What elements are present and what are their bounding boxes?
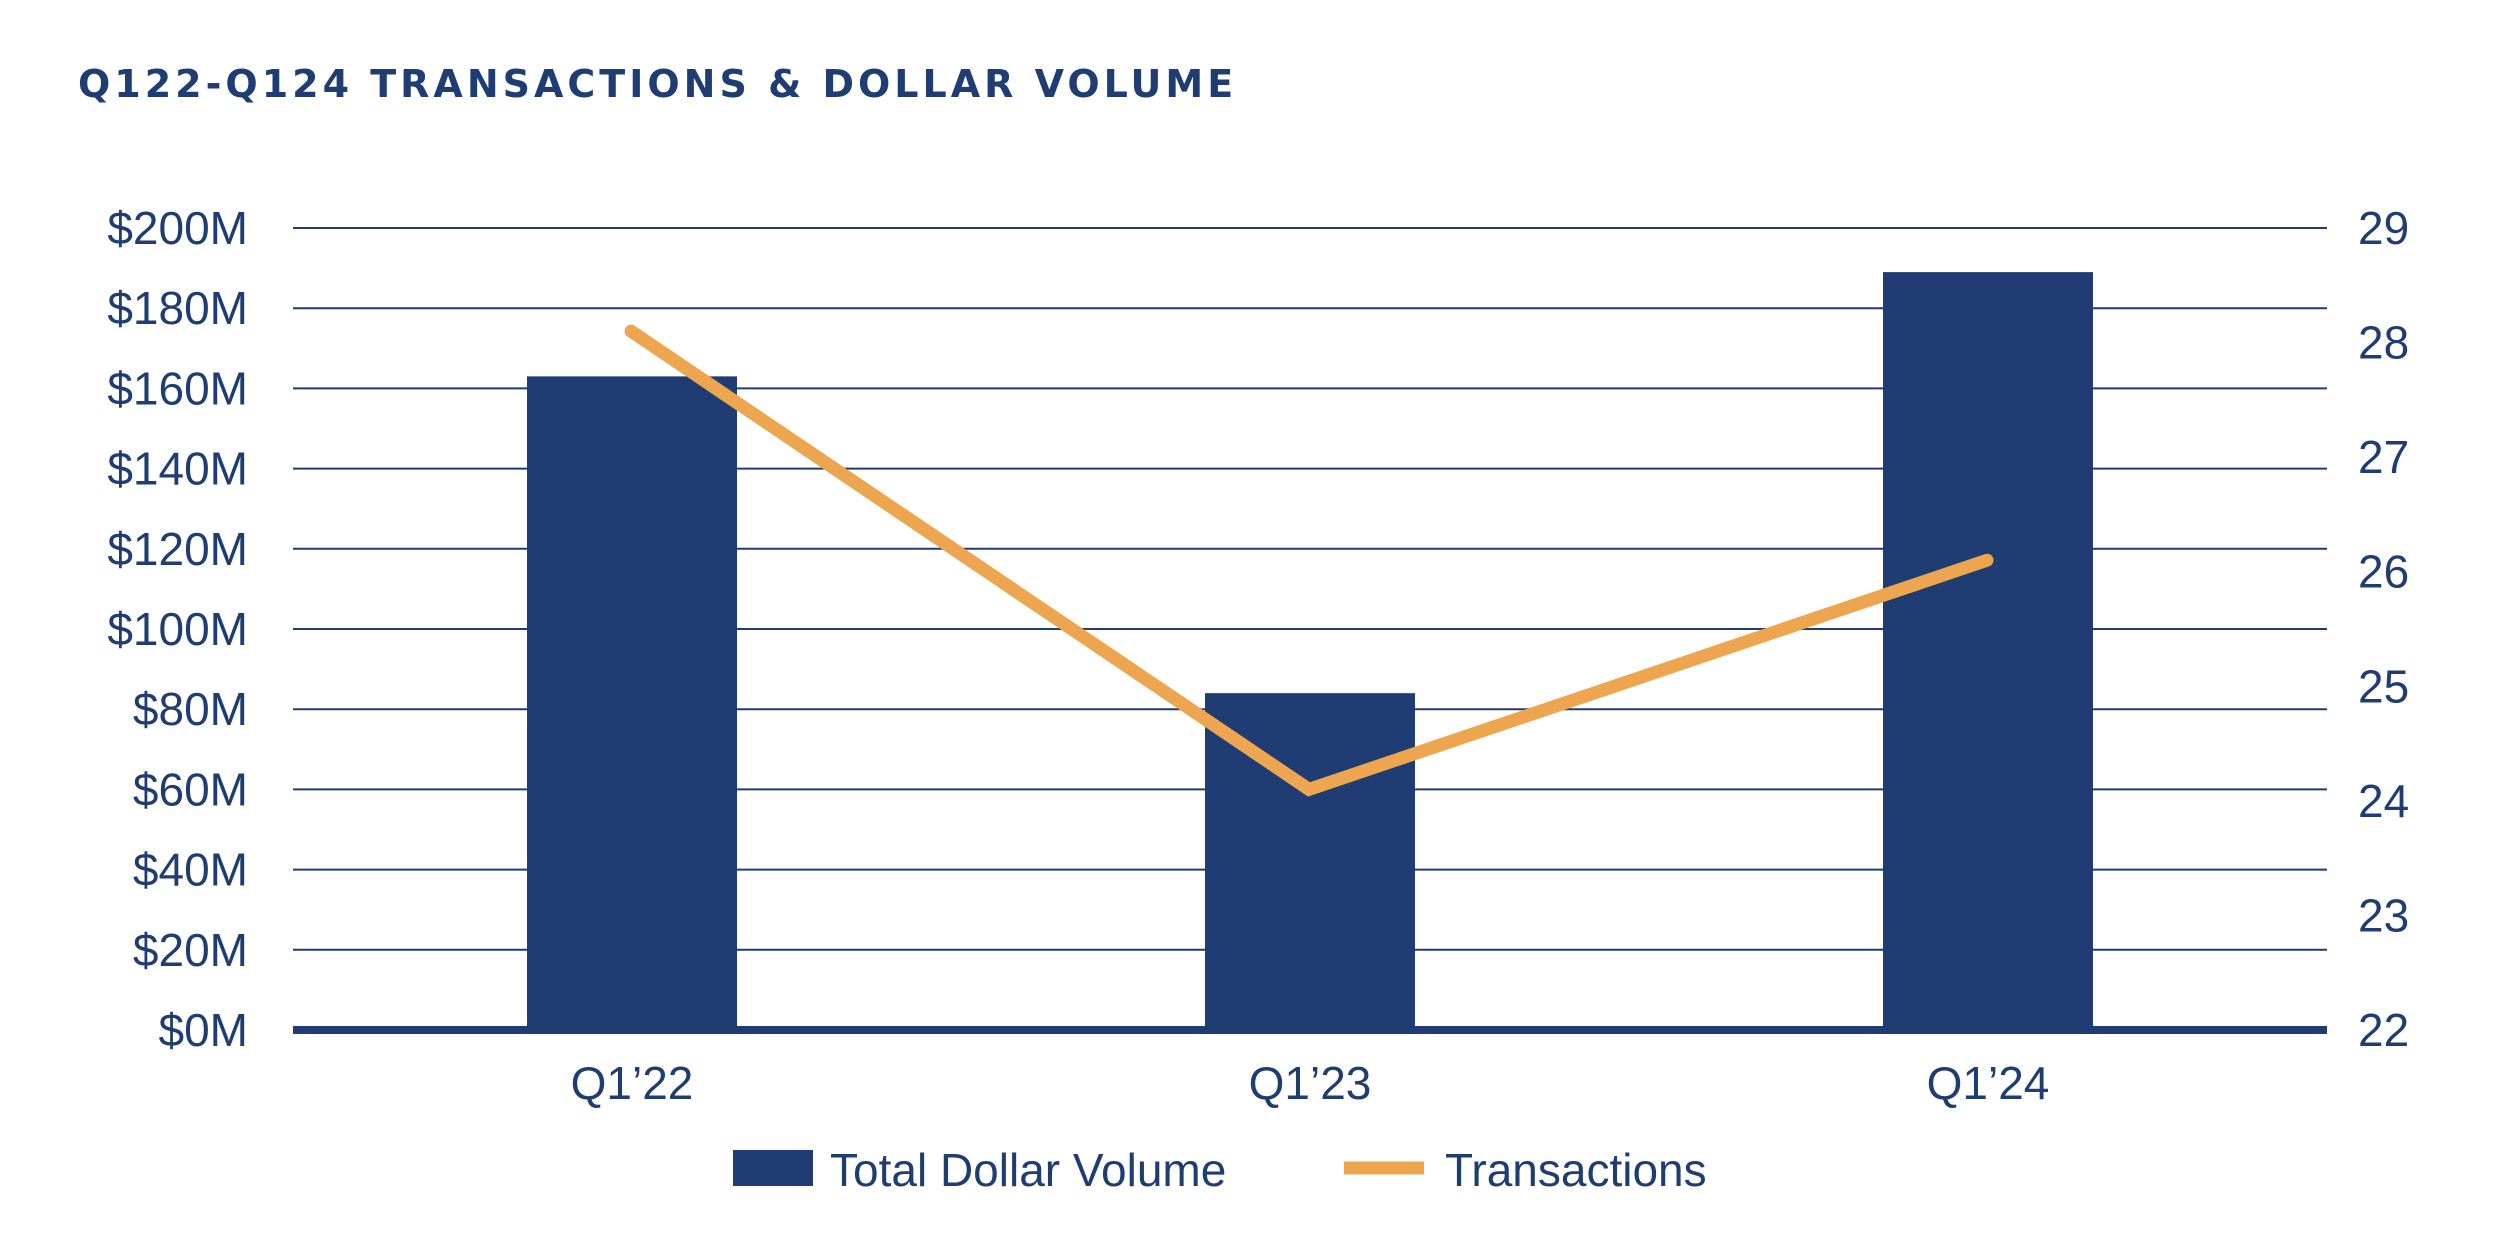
x-tick-label: Q1’23	[1249, 1057, 1372, 1109]
right-tick-label: 29	[2358, 202, 2409, 254]
right-tick-label: 22	[2358, 1004, 2409, 1056]
right-tick-label: 26	[2358, 546, 2409, 598]
line-series	[624, 324, 1994, 797]
left-y-axis-ticks: $0M $20M $40M $60M $80M $100M $120M $140M $160M $…	[107, 202, 248, 1056]
x-tick-label: Q1’22	[571, 1057, 694, 1109]
legend: Total Dollar Volume Transactions	[733, 1144, 1707, 1196]
bar-3	[1883, 272, 2093, 1030]
right-tick-label: 28	[2358, 317, 2409, 369]
legend-swatch-bar	[733, 1150, 813, 1186]
left-tick-label: $60M	[133, 763, 248, 815]
legend-label-transactions: Transactions	[1445, 1144, 1707, 1196]
left-tick-label: $180M	[107, 282, 248, 334]
legend-label-dollar-volume: Total Dollar Volume	[830, 1144, 1226, 1196]
right-tick-label: 25	[2358, 660, 2409, 712]
left-tick-label: $20M	[133, 924, 248, 976]
left-tick-label: $100M	[107, 603, 248, 655]
x-tick-label: Q1’24	[1927, 1057, 2050, 1109]
left-tick-label: $200M	[107, 202, 248, 254]
x-axis-ticks: Q1’22 Q1’23 Q1’24	[571, 1057, 2050, 1109]
left-tick-label: $120M	[107, 523, 248, 575]
left-tick-label: $160M	[107, 362, 248, 414]
right-tick-label: 24	[2358, 775, 2409, 827]
chart-title: Q122-Q124 TRANSACTIONS & DOLLAR VOLUME	[78, 62, 1238, 106]
left-tick-label: $40M	[133, 844, 248, 896]
left-tick-label: $140M	[107, 443, 248, 495]
left-tick-label: $0M	[159, 1004, 248, 1056]
bar-1	[527, 376, 737, 1030]
left-tick-label: $80M	[133, 683, 248, 735]
transactions-line	[624, 324, 1994, 797]
right-tick-label: 23	[2358, 889, 2409, 941]
bar-series	[527, 272, 2093, 1030]
right-y-axis-ticks: 22 23 24 25 26 27 28 29	[2358, 202, 2409, 1056]
right-tick-label: 27	[2358, 431, 2409, 483]
